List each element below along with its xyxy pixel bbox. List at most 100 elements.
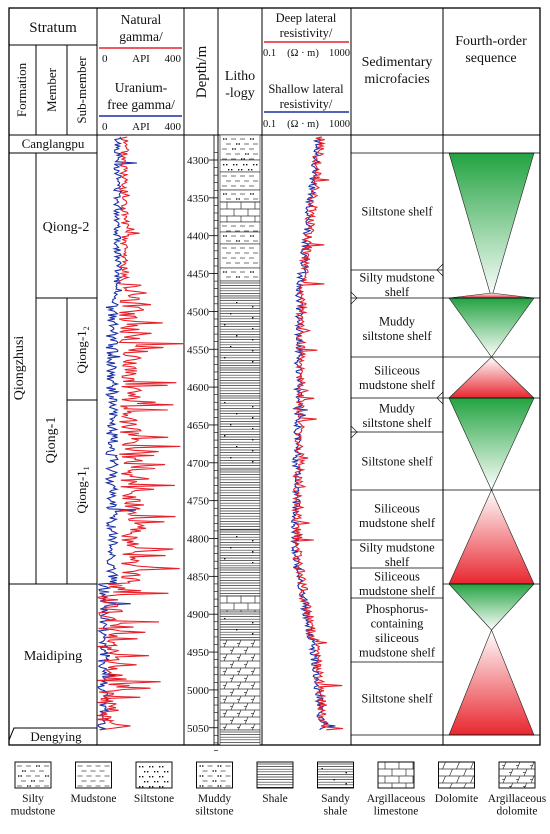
ugamma-scale-unit: API [132, 121, 150, 133]
depth-tick-label: 5050 [187, 723, 210, 735]
gamma-title-2: gamma/ [119, 29, 163, 44]
depth-tick-label: 4900 [187, 609, 210, 621]
gamma-log-track [96, 136, 185, 731]
submember-qiong-1-2: Qiong-12 [74, 326, 91, 373]
legend-item-dolomite: Dolomite [435, 761, 478, 805]
legend-item-silt: Siltstone [134, 761, 174, 805]
shallow-res-scale-min: 0.1 [263, 119, 276, 130]
litho-siltymud [14, 761, 52, 789]
microfacies-label: Silty mudstone [359, 270, 435, 284]
litho-siltymud [219, 189, 261, 203]
deep-res-title-2: resistivity/ [280, 26, 333, 40]
sequence-triangle-red [448, 489, 535, 585]
formation-header: Formation [14, 62, 29, 117]
depth-tick-label: 4350 [187, 193, 210, 205]
sequence-triangle-green [448, 297, 535, 358]
litho-dolomite [438, 761, 475, 789]
litho-shale [219, 367, 261, 397]
litho-mud [219, 243, 261, 269]
ugamma-scale-min: 0 [102, 121, 108, 133]
microfacies-label: siltstone shelf [362, 416, 432, 430]
sequence-triangle-green [448, 152, 535, 300]
legend-label: Argillaceous [488, 793, 547, 805]
deep-res-scale-max: 1000 [329, 48, 350, 59]
microfacies-label: mudstone shelf [359, 378, 436, 392]
log-header-lines [99, 41, 349, 117]
sequence-triangle-red [448, 629, 535, 736]
microfacies-label: Siliceous [374, 569, 420, 583]
legend-label: Silty [22, 793, 44, 805]
depth-tick-label: 5000 [187, 685, 210, 697]
ugamma-scale-max: 400 [165, 121, 182, 133]
microfacies-label: Siltstone shelf [361, 205, 433, 219]
microfacies-label: mudstone shelf [359, 645, 436, 659]
sequence-header-2: sequence [465, 51, 516, 66]
litho-shale [219, 469, 261, 531]
legend-label: Siltstone [134, 793, 174, 805]
formation-qiongzhusi: Qiongzhusi [12, 336, 27, 401]
lithology-header-1: Litho [225, 69, 255, 84]
ugamma-title-2: free gamma/ [107, 97, 175, 112]
microfacies-header-2: microfacies [364, 72, 429, 87]
shallow-res-title-2: resistivity/ [280, 97, 333, 111]
depth-tick-label: 4650 [187, 420, 210, 432]
microfacies-label: Muddy [379, 401, 416, 415]
lithology-column [219, 134, 261, 746]
legend-label: Mudstone [71, 793, 117, 805]
sequence-triangle-green [448, 397, 535, 491]
depth-tick-label: 4550 [187, 344, 210, 356]
litho-mud [219, 221, 261, 233]
sequence-triangle-green [448, 583, 535, 631]
legend-item-mud: Mudstone [71, 761, 117, 805]
litho-mud [219, 171, 261, 191]
litho-silt [219, 159, 261, 173]
deep-resistivity-curve [290, 136, 344, 731]
depth-tick-label: 4600 [187, 382, 210, 394]
resistivity-log-track [290, 136, 344, 731]
litho-mud [75, 761, 112, 789]
depth-tick-label: 4500 [187, 306, 210, 318]
table-frame [8, 7, 541, 746]
microfacies-label: Siltstone shelf [361, 692, 433, 706]
stratum-header: Stratum [29, 20, 77, 36]
depth-tick-label: 4850 [187, 571, 210, 583]
legend-label: siltstone [195, 806, 233, 818]
litho-shale [219, 567, 261, 597]
microfacies-label: Siliceous [374, 363, 420, 377]
sequence-triangle-red [448, 356, 535, 399]
gamma-scale-min: 0 [102, 53, 108, 65]
sequence-header-1: Fourth-order [455, 34, 527, 49]
legend-label: Shale [262, 793, 288, 805]
gamma-title-1: Natural [121, 12, 162, 27]
stratum-labels: Canglangpu Qiongzhusi Maidiping Dengying Qio… [12, 136, 91, 744]
header-text: Stratum Formation Member Sub-member Natural g… [14, 11, 527, 133]
litho-shale [256, 761, 294, 789]
lithology-header-2: -logy [225, 86, 255, 101]
member-header: Member [44, 67, 59, 112]
litho-argdolomite [219, 639, 261, 731]
microfacies-label: Siltstone shelf [361, 455, 433, 469]
depth-header: Depth/m [194, 45, 210, 98]
litho-muddysilt [196, 761, 233, 789]
deep-res-scale-unit: (Ω · m) [287, 48, 319, 59]
formation-canglangpu: Canglangpu [22, 136, 85, 151]
litho-silt [135, 761, 173, 789]
litho-sandyshale [219, 295, 261, 369]
microfacies-label: siliceous [375, 631, 419, 645]
deep-res-title-1: Deep lateral [276, 11, 337, 25]
member-qiong-2: Qiong-2 [43, 220, 90, 235]
ugamma-title-1: Uranium- [115, 80, 168, 95]
submember-qiong-1-1: Qiong-11 [74, 466, 91, 513]
formation-maidiping: Maidiping [24, 649, 82, 664]
litho-shale [219, 280, 261, 297]
depth-tick-label: 4950 [187, 647, 210, 659]
submember-header: Sub-member [74, 56, 89, 124]
